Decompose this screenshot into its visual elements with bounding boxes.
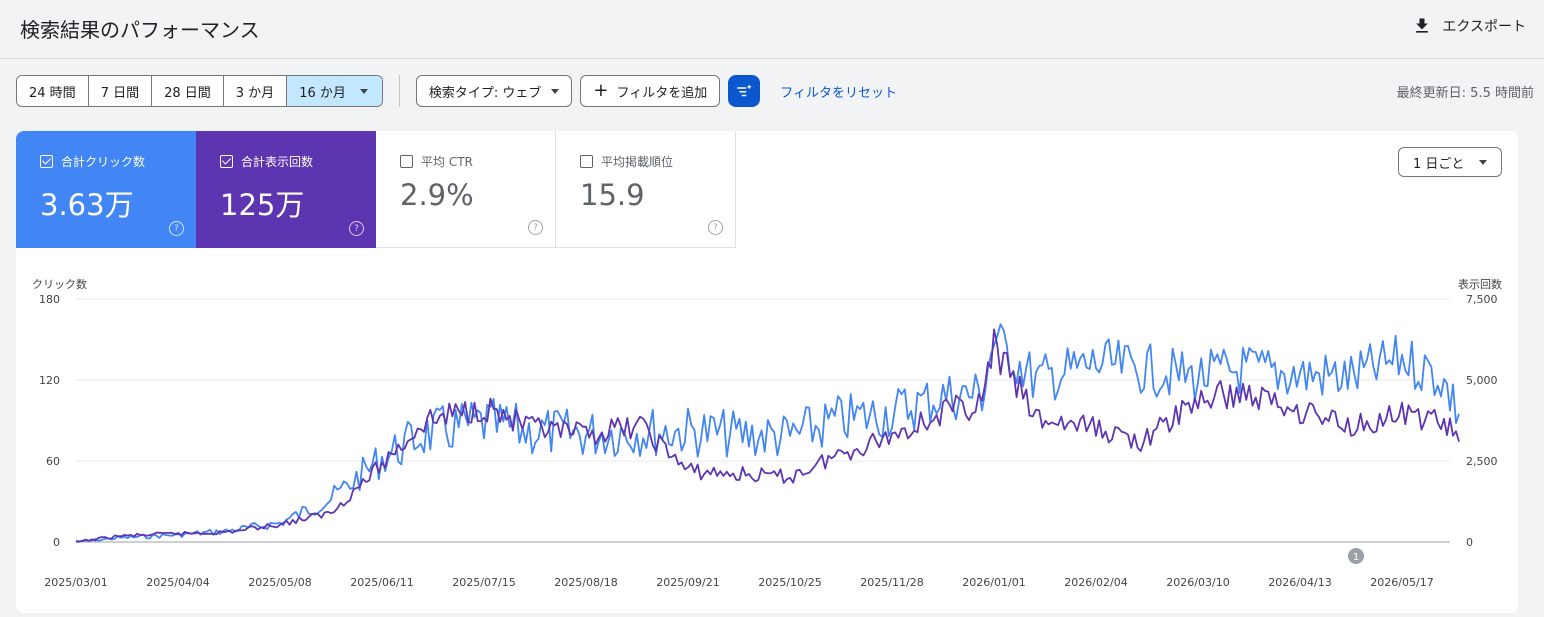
- x-tick-label: 2025/07/15: [452, 576, 515, 589]
- help-icon[interactable]: ?: [708, 220, 723, 235]
- range-28d[interactable]: 28 日間: [152, 76, 224, 106]
- page-header: 検索結果のパフォーマンス エクスポート: [0, 0, 1544, 59]
- granularity-dropdown[interactable]: 1 日ごと: [1398, 147, 1502, 177]
- help-icon[interactable]: ?: [349, 221, 364, 236]
- right-tick-label: 2,500: [1466, 455, 1498, 468]
- metric-value: 15.9: [580, 178, 645, 212]
- last-updated: 最終更新日: 5.5 時間前: [1396, 86, 1534, 101]
- annotation-marker: [1348, 548, 1364, 564]
- left-axis-title: クリック数: [32, 278, 87, 291]
- x-tick-label: 2025/05/08: [248, 576, 311, 589]
- metric-avg-position[interactable]: 平均掲載順位 15.9 ?: [556, 131, 736, 248]
- left-tick-label: 60: [46, 455, 60, 468]
- granularity-label: 1 日ごと: [1413, 156, 1465, 172]
- annotation-label: 1: [1353, 552, 1359, 563]
- metric-total-clicks[interactable]: 合計クリック数 3.63万 ?: [16, 131, 196, 248]
- help-icon[interactable]: ?: [528, 220, 543, 235]
- download-icon: [1416, 18, 1429, 33]
- caret-down-icon: [551, 88, 560, 94]
- x-tick-label: 2025/03/01: [44, 576, 107, 589]
- filter-sparkle-icon: [737, 84, 753, 97]
- x-tick-label: 2025/11/28: [860, 576, 923, 589]
- metric-label: 合計クリック数: [61, 155, 146, 169]
- metric-value: 3.63万: [40, 188, 134, 222]
- caret-down-icon: [359, 88, 368, 94]
- range-16m[interactable]: 16 か月: [287, 76, 382, 106]
- range-7d[interactable]: 7 日間: [88, 76, 153, 106]
- x-tick-label: 2026/05/17: [1370, 576, 1433, 589]
- metric-value: 2.9%: [400, 178, 474, 212]
- ai-filter-button[interactable]: [728, 75, 761, 107]
- performance-chart[interactable]: 0 60 120 180 0 2,500 5,000 7,500 2025/03/01 2025/…: [16, 131, 1518, 613]
- search-type-label: 検索タイプ: ウェブ: [428, 85, 542, 101]
- performance-card: 合計クリック数 3.63万 ? 合計表示回数 125万 ? 平均 CTR 2.9…: [16, 131, 1518, 613]
- add-filter-label: フィルタを追加: [616, 85, 708, 101]
- filter-toolbar: 24 時間 7 日間 28 日間 3 か月 16 か月 検索タイプ: ウェブ +…: [16, 75, 897, 107]
- x-tick-label: 2026/03/10: [1166, 576, 1229, 589]
- metric-label: 平均掲載順位: [601, 155, 674, 169]
- x-tick-label: 2026/04/13: [1268, 576, 1331, 589]
- right-tick-label: 7,500: [1466, 293, 1498, 306]
- metric-avg-ctr[interactable]: 平均 CTR 2.9% ?: [376, 131, 556, 248]
- left-tick-label: 120: [39, 374, 60, 387]
- caret-down-icon: [1479, 159, 1487, 165]
- checkbox-checked-icon[interactable]: [220, 155, 233, 168]
- x-tick-label: 2025/04/04: [146, 576, 209, 589]
- left-tick-label: 180: [39, 293, 60, 306]
- x-tick-label: 2025/06/11: [350, 576, 413, 589]
- right-tick-label: 0: [1466, 536, 1473, 549]
- range-3m[interactable]: 3 か月: [223, 76, 288, 106]
- x-tick-label: 2025/09/21: [656, 576, 719, 589]
- checkbox-unchecked-icon[interactable]: [580, 155, 593, 168]
- export-button[interactable]: エクスポート: [1412, 16, 1526, 36]
- add-filter-button[interactable]: + フィルタを追加: [580, 75, 721, 107]
- page-title: 検索結果のパフォーマンス: [20, 18, 260, 42]
- metric-label: 合計表示回数: [241, 155, 314, 169]
- export-label: エクスポート: [1442, 19, 1526, 35]
- plus-icon: +: [593, 80, 609, 101]
- toolbar-divider: [398, 75, 400, 107]
- metric-value: 125万: [220, 188, 305, 222]
- checkbox-checked-icon[interactable]: [40, 155, 53, 168]
- x-tick-label: 2026/01/01: [962, 576, 1025, 589]
- reset-filter-link[interactable]: フィルタをリセット: [780, 85, 897, 101]
- search-type-dropdown[interactable]: 検索タイプ: ウェブ: [415, 75, 573, 107]
- metric-total-impressions[interactable]: 合計表示回数 125万 ?: [196, 131, 376, 248]
- metric-label: 平均 CTR: [421, 155, 473, 169]
- range-24h[interactable]: 24 時間: [17, 76, 89, 106]
- x-tick-label: 2025/08/18: [554, 576, 617, 589]
- date-range-selector: 24 時間 7 日間 28 日間 3 か月 16 か月: [16, 75, 383, 107]
- impressions-series-line: [75, 328, 1460, 543]
- help-icon[interactable]: ?: [169, 221, 184, 236]
- range-16m-label: 16 か月: [299, 85, 346, 101]
- right-axis-title: 表示回数: [1458, 278, 1502, 291]
- x-tick-label: 2025/10/25: [758, 576, 821, 589]
- left-tick-label: 0: [53, 536, 60, 549]
- right-tick-label: 5,000: [1466, 374, 1498, 387]
- checkbox-unchecked-icon[interactable]: [400, 155, 413, 168]
- x-tick-label: 2026/02/04: [1064, 576, 1127, 589]
- clicks-series-line: [75, 323, 1460, 543]
